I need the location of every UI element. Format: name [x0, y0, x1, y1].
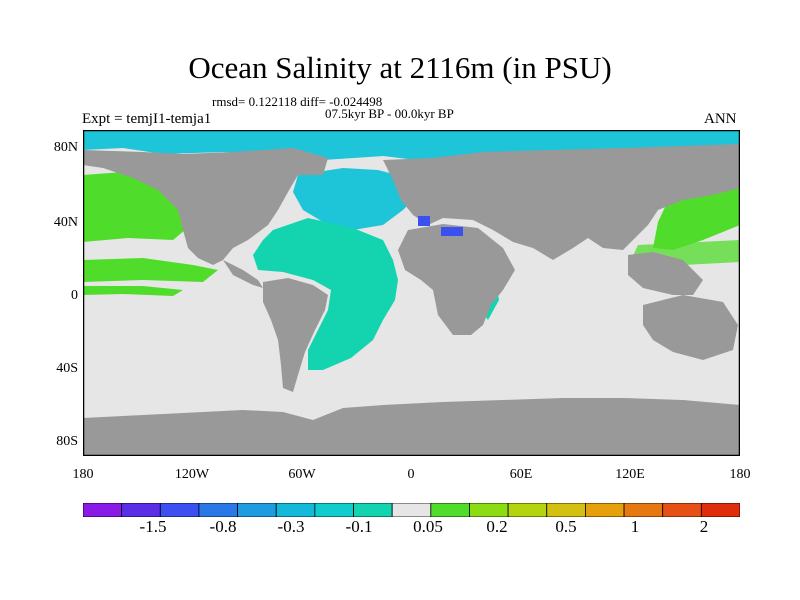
central-america: [223, 260, 263, 288]
xlabel-120w: 120W: [174, 467, 210, 482]
colorbar-box: [585, 503, 625, 517]
australia: [643, 295, 738, 360]
africa: [398, 224, 515, 335]
map-title: Ocean Salinity at 2116m (in PSU): [188, 50, 612, 85]
cbar-label: -0.8: [209, 517, 237, 536]
ylabel-0: 0: [71, 288, 78, 303]
colorbar-box: [700, 503, 740, 517]
xlabel-60e: 60E: [509, 467, 533, 482]
npacific-west-stripe: [83, 258, 218, 282]
colorbar-box: [546, 503, 586, 517]
colorbar-box: [469, 503, 509, 517]
ylabel-80s: 80S: [56, 434, 78, 449]
cbar-label: -1.5: [139, 517, 167, 536]
eurasia: [383, 144, 740, 260]
colorbar-box: [314, 503, 354, 517]
xlabel-180w: 180: [72, 467, 94, 482]
npacific-west-small: [83, 286, 183, 296]
cbar-label: 0.05: [413, 517, 443, 536]
cbar-label: 0.2: [486, 517, 508, 536]
arctic-freshening: [83, 130, 740, 162]
colorbar-box: [430, 503, 470, 517]
colorbar-box: [391, 503, 432, 517]
cbar-label: -0.3: [277, 517, 305, 536]
antarctica: [83, 398, 740, 456]
cbar-label: 2: [699, 517, 709, 536]
mediterranean-spots: [418, 216, 463, 236]
colorbar-box: [159, 503, 200, 517]
ylabel-40n: 40N: [53, 215, 78, 230]
atlantic-freshening: [253, 218, 398, 370]
xlabel-120e: 120E: [615, 467, 645, 482]
period-line: 07.5kyr BP - 00.0kyr BP: [325, 106, 454, 121]
season-label: ANN: [704, 111, 737, 127]
xlabel-0: 0: [407, 467, 415, 482]
ylabel-80n: 80N: [53, 140, 78, 155]
colorbar-box: [121, 503, 161, 517]
colorbar-box: [507, 503, 548, 517]
cbar-label: -0.1: [345, 517, 373, 536]
xlabel-60w: 60W: [288, 467, 316, 482]
salinity-map: [83, 130, 740, 456]
land-masses: [83, 144, 740, 456]
map-frame: [83, 130, 740, 456]
cbar-label: 0.5: [555, 517, 577, 536]
colorbar-box: [237, 503, 277, 517]
xlabel-180e: 180: [729, 467, 751, 482]
colorbar-box: [623, 503, 664, 517]
north-america: [83, 148, 328, 265]
colorbar-box: [662, 503, 702, 517]
se-asia: [628, 252, 703, 295]
natlantic-freshening: [293, 168, 423, 230]
colorbar-box: [83, 503, 123, 517]
ylabel-40s: 40S: [56, 361, 78, 376]
colorbar-box: [353, 503, 393, 517]
colorbar-box: [275, 503, 316, 517]
south-america: [263, 278, 328, 392]
cbar-label: 1: [630, 517, 640, 536]
colorbar-box: [198, 503, 238, 517]
stats-line: rmsd= 0.122118 diff= -0.024498: [212, 94, 383, 109]
experiment-label: Expt = temjI1-temja1: [82, 111, 212, 127]
colorbar: [83, 503, 740, 517]
